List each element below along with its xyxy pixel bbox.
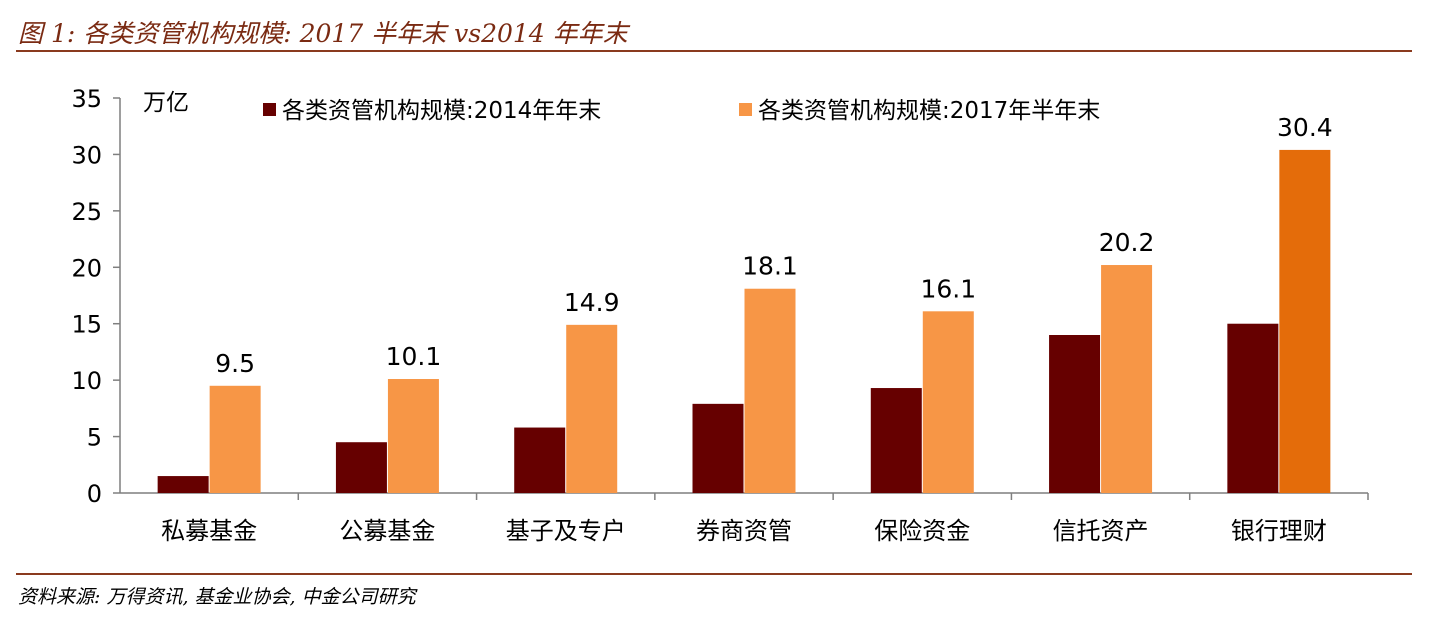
bar-2014: [692, 403, 744, 493]
x-tick-label: 基子及专户: [506, 517, 626, 545]
bar-2017h1: [387, 379, 439, 493]
x-tick-label: 保险资金: [874, 517, 970, 545]
unit-label: 万亿: [143, 90, 189, 116]
legend-entry: 各类资管机构规模:2014年年末: [282, 98, 601, 124]
bar-2017h1: [566, 324, 618, 493]
y-tick-label: 0: [87, 480, 102, 508]
y-tick-label: 30: [71, 141, 102, 169]
chart-legend: 各类资管机构规模:2014年年末 各类资管机构规模:2017年半年末: [263, 98, 1100, 124]
y-tick-label: 10: [71, 367, 102, 395]
chart-labels: 9.5 10.1 14.9 18.1 16.1 20.2 30.4: [215, 113, 1332, 378]
bar-2014: [335, 442, 387, 493]
data-label-2017h1: 20.2: [1099, 228, 1155, 257]
bar-2017h1: [1101, 265, 1153, 493]
bar-2017h1: [922, 311, 974, 493]
legend-swatch: [263, 103, 276, 116]
data-label-2017h1: 16.1: [920, 274, 976, 303]
source-note: 资料来源: 万得资讯, 基金业协会, 中金公司研究: [18, 586, 416, 608]
x-tick-label: 私募基金: [161, 517, 257, 545]
bar-2014: [1049, 335, 1101, 493]
y-tick-label: 5: [87, 424, 102, 452]
data-label-2017h1: 9.5: [215, 349, 255, 378]
y-tick-label: 35: [71, 85, 102, 113]
data-label-2017h1: 10.1: [386, 342, 442, 371]
x-tick-label: 公募基金: [339, 517, 435, 545]
legend-swatch: [739, 103, 752, 116]
x-tick-label: 银行理财: [1231, 517, 1327, 545]
data-label-2017h1: 30.4: [1277, 113, 1333, 142]
bar-2014: [1227, 323, 1279, 493]
source-divider: [16, 573, 1412, 575]
bar-2017h1: [744, 288, 796, 493]
bar-2017h1: [209, 385, 261, 493]
title-divider: [16, 50, 1412, 52]
y-tick-label: 15: [71, 311, 102, 339]
x-tick-label: 券商资管: [696, 517, 792, 545]
x-tick-label: 信托资产: [1053, 517, 1149, 545]
bar-2017h1: [1279, 149, 1331, 493]
chart-bars: [157, 149, 1331, 493]
legend-entry: 各类资管机构规模:2017年半年末: [758, 98, 1100, 124]
bar-2014: [870, 388, 922, 493]
bar-2014: [514, 427, 566, 493]
data-label-2017h1: 18.1: [742, 252, 798, 281]
bar-2014: [157, 476, 209, 493]
y-tick-label: 20: [71, 254, 102, 282]
data-label-2017h1: 14.9: [564, 288, 620, 317]
y-tick-label: 25: [71, 198, 102, 226]
figure-title: 图 1: 各类资管机构规模: 2017 半年末 vs2014 年年末: [18, 19, 628, 48]
